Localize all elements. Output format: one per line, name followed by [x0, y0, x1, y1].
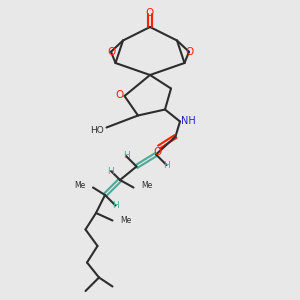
Text: Me: Me: [141, 182, 152, 190]
Text: NH: NH: [182, 116, 196, 127]
Text: H: H: [163, 160, 170, 169]
Text: Me: Me: [120, 216, 131, 225]
Text: Me: Me: [74, 182, 86, 190]
Text: HO: HO: [90, 126, 104, 135]
Text: H: H: [123, 152, 129, 160]
Text: O: O: [116, 89, 124, 100]
Text: O: O: [146, 8, 154, 19]
Text: H: H: [112, 201, 119, 210]
Text: O: O: [107, 47, 115, 57]
Text: O: O: [185, 47, 193, 57]
Text: H: H: [108, 167, 114, 176]
Text: O: O: [153, 146, 162, 157]
